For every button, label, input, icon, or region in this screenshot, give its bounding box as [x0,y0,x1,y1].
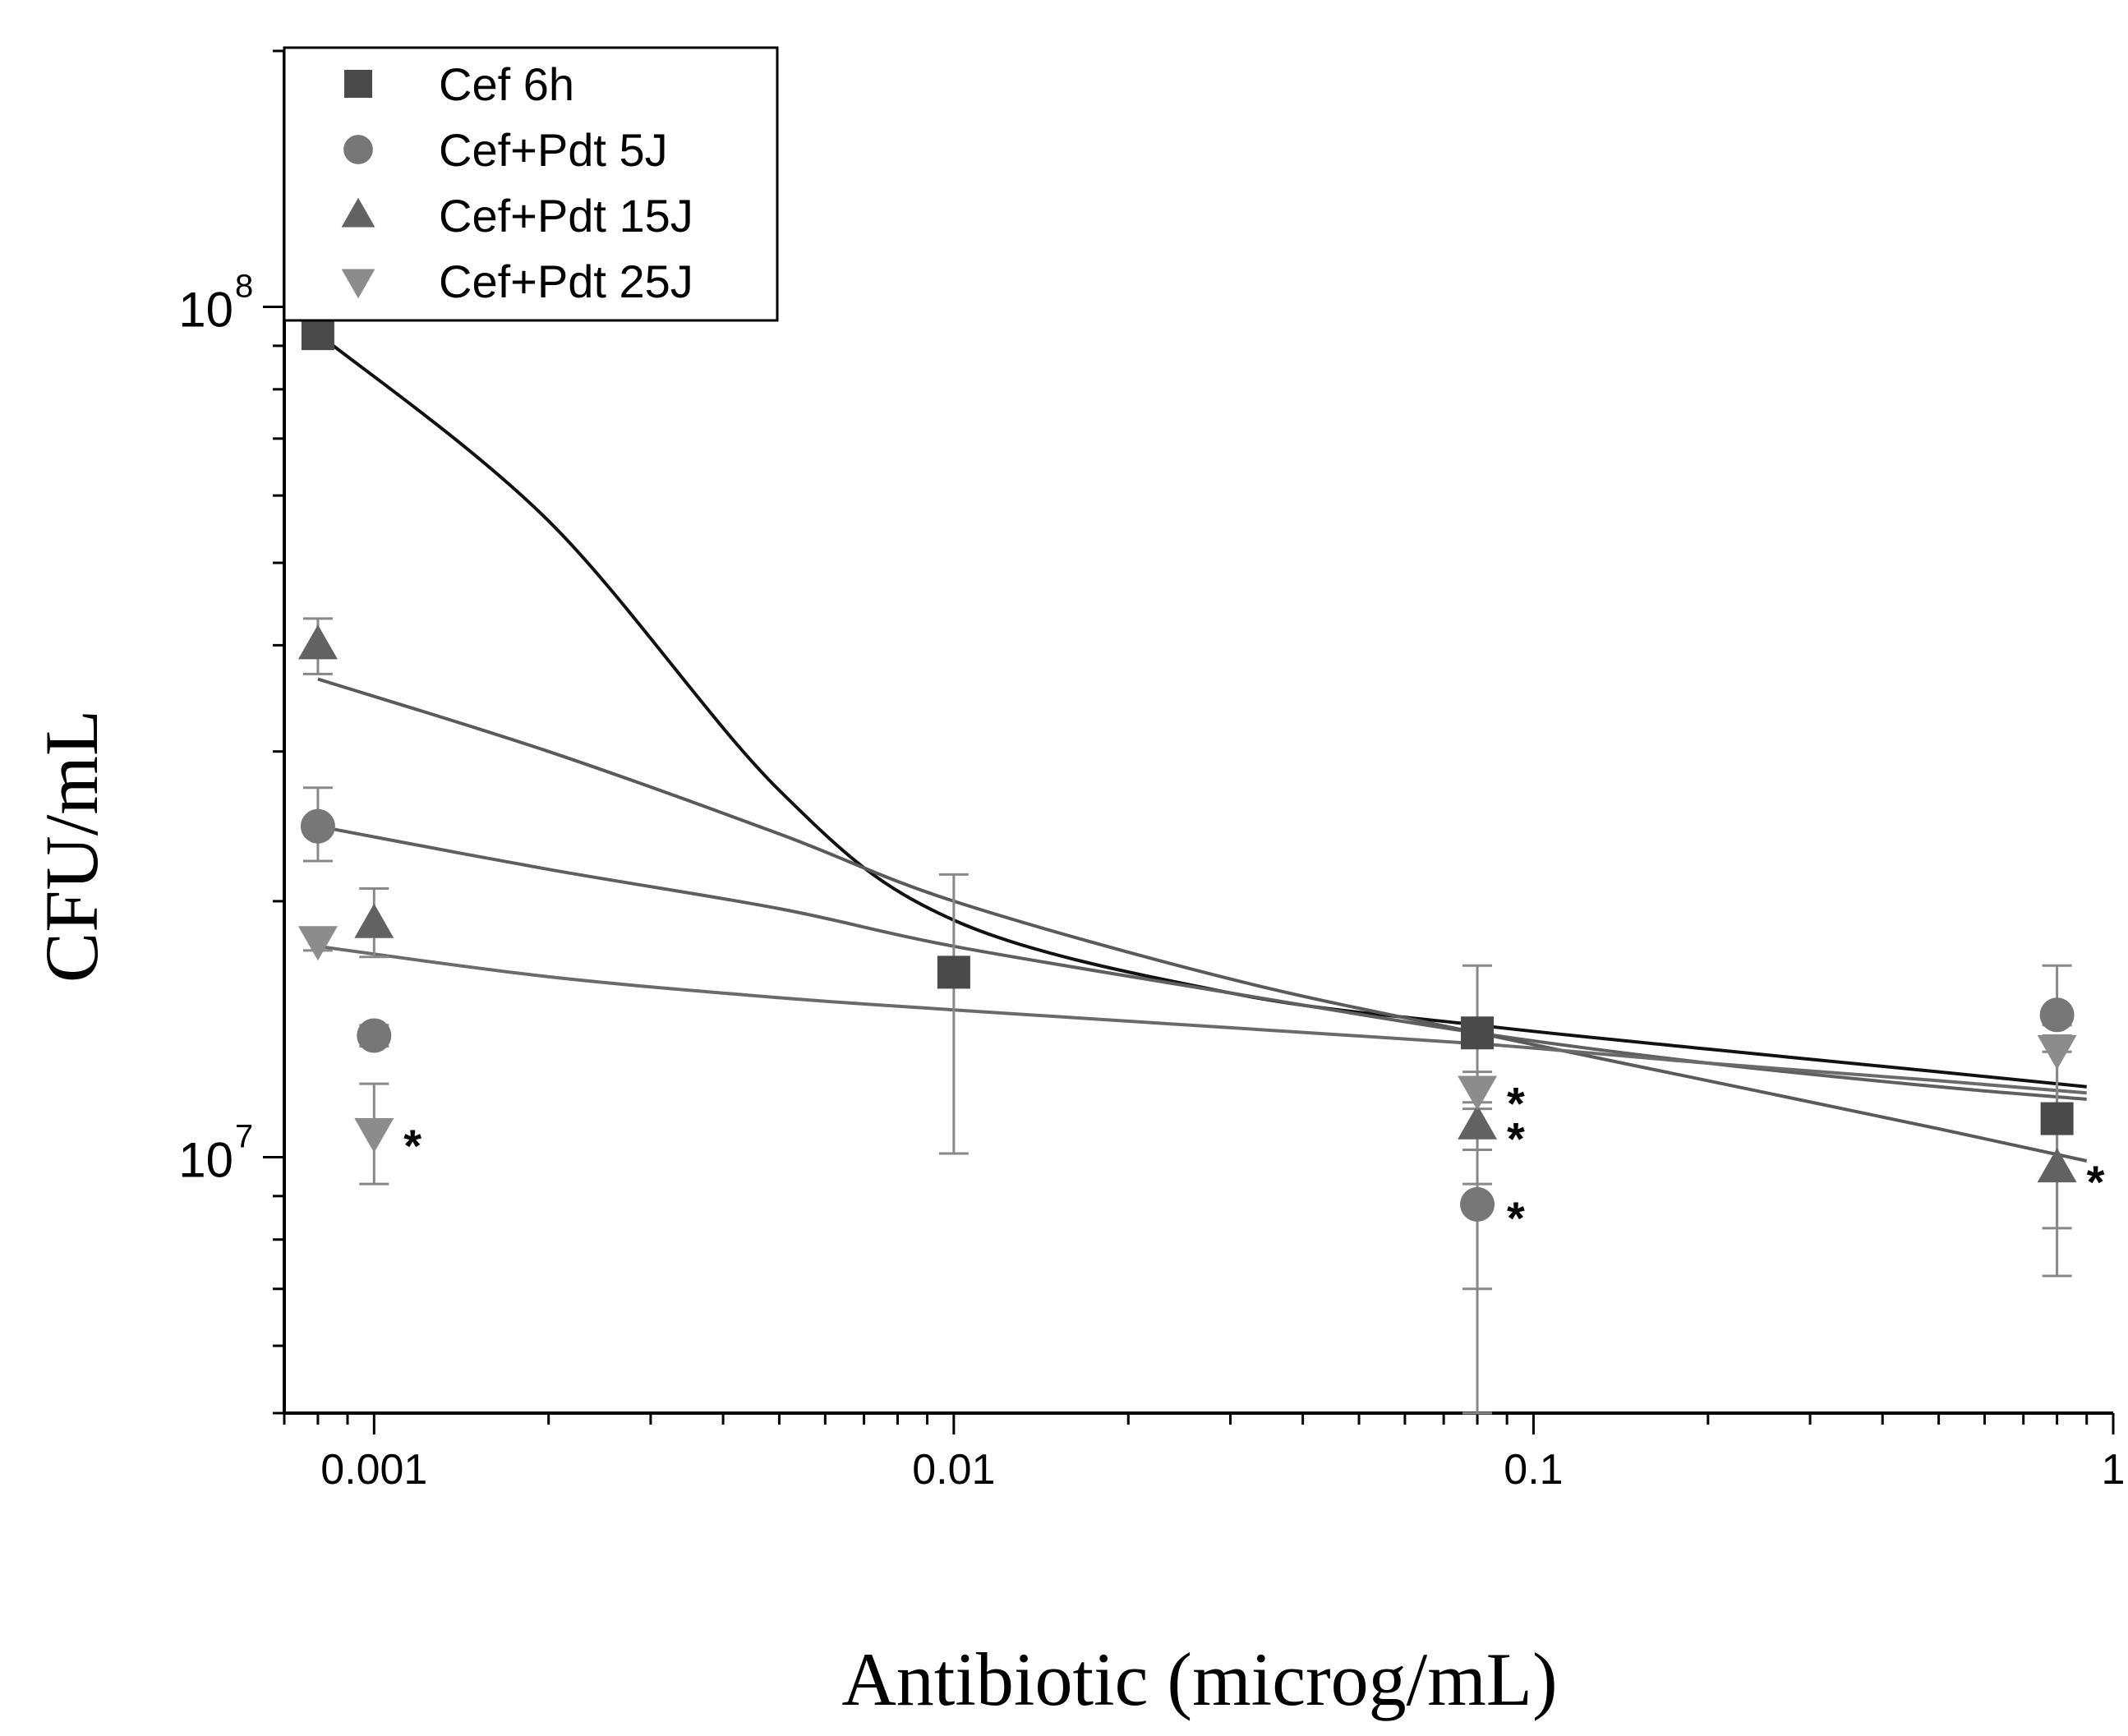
legend-label: Cef+Pdt 15J [439,190,693,242]
legend: Cef 6h Cef+Pdt 5J Cef+Pdt 15J Cef+Pdt 25J [283,46,779,322]
legend-label: Cef 6h [439,58,574,110]
y-tick-label: 10 [178,283,233,338]
point-cef-pdt-15j [2037,1148,2077,1183]
y-axis-title: CFU/mL [30,710,113,983]
x-tick-label: 0.001 [320,1446,427,1494]
y-tick-exponent: 7 [235,1118,253,1154]
point-cef-6h [1461,1016,1495,1050]
significance-star: * [403,1120,421,1172]
point-cef-pdt-25j [297,926,338,961]
legend-marker [341,197,375,228]
point-cef-pdt-5j [300,808,335,844]
x-tick-label: 0.1 [1504,1446,1563,1494]
data-points [297,317,2077,1222]
point-cef-pdt-15j [354,903,394,938]
fit-curve-cef-6h [316,332,2087,1089]
significance-star: * [2087,1156,2105,1208]
fit-curve-cef-pdt-5j [317,824,2087,1101]
point-cef-pdt-5j [1460,1186,1495,1222]
significance-star: * [1507,1113,1525,1165]
legend-label: Cef+Pdt 5J [439,124,668,176]
fit-curve-cef-pdt-25j [317,944,2087,1095]
significance-star: * [1507,1078,1525,1130]
legend-marker [341,269,375,299]
x-tick-label: 0.01 [912,1446,995,1494]
point-cef-6h [301,317,334,351]
y-tick-exponent: 8 [235,269,253,305]
legend-marker [343,135,373,164]
x-tick-label: 1 [2102,1446,2126,1494]
point-cef-pdt-25j [354,1118,394,1153]
legend-label: Cef+Pdt 25J [439,256,693,307]
point-cef-pdt-15j [297,624,338,660]
x-axis-title: Antibiotic (microg/mL) [841,1637,1557,1721]
error-bars [302,617,2072,1415]
point-cef-pdt-5j [2039,997,2075,1033]
y-tick-label: 10 [178,1132,233,1187]
point-cef-6h [2040,1102,2074,1135]
fit-curve-cef-pdt-15j [317,677,2088,1163]
legend-marker [344,70,372,98]
point-cef-pdt-5j [357,1018,392,1053]
fit-curves [316,332,2088,1163]
point-cef-pdt-15j [1458,1104,1498,1140]
point-cef-pdt-25j [1458,1075,1498,1111]
significance-star: * [1507,1192,1525,1244]
significance-stars: ***** [403,1078,2104,1244]
point-cef-6h [937,955,970,989]
point-cef-pdt-25j [2037,1034,2077,1070]
